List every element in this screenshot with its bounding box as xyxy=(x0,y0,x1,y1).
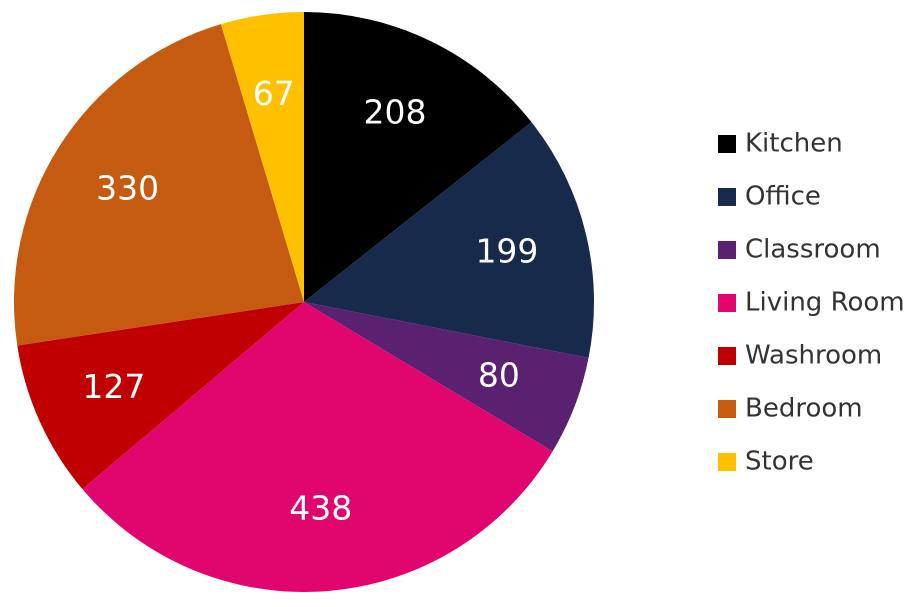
pie-slice xyxy=(304,302,589,452)
legend-swatch xyxy=(718,347,736,365)
legend-swatch xyxy=(718,294,736,312)
slice-label: 199 xyxy=(475,231,538,270)
slice-label: 127 xyxy=(82,367,145,406)
legend-swatch xyxy=(718,400,736,418)
pie-slice xyxy=(82,302,553,593)
legend-label: Bedroom xyxy=(745,394,863,424)
legend-swatch xyxy=(718,241,736,259)
pie-slice xyxy=(220,12,304,302)
slice-label: 80 xyxy=(478,356,520,395)
slice-label: 208 xyxy=(364,93,427,132)
slice-label: 67 xyxy=(253,74,295,113)
legend-label: Living Room xyxy=(745,288,905,318)
legend-label: Classroom xyxy=(745,235,881,265)
legend-label: Kitchen xyxy=(745,129,843,159)
pie-slice xyxy=(14,24,305,346)
legend-swatch xyxy=(718,453,736,471)
legend-label: Store xyxy=(745,447,814,477)
legend-swatch xyxy=(718,188,736,206)
slice-label: 438 xyxy=(289,489,352,528)
pie-slice xyxy=(304,12,532,302)
legend-label: Office xyxy=(745,182,821,212)
legend-label: Washroom xyxy=(745,341,882,371)
legend-swatch xyxy=(718,135,736,153)
pie-slice xyxy=(17,302,305,490)
pie-slice xyxy=(304,122,594,358)
slice-label: 330 xyxy=(96,169,159,208)
